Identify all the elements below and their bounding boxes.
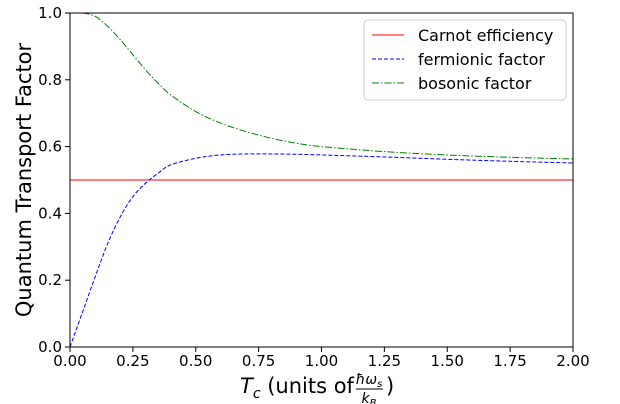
y-tick-label: 0.8 bbox=[38, 71, 62, 89]
legend: Carnot efficiency fermionic factor bosonic… bbox=[363, 19, 567, 101]
x-axis-frac-num-sub: s bbox=[377, 379, 382, 390]
y-tick-label: 0.6 bbox=[38, 138, 62, 156]
x-tick-label: 0.75 bbox=[242, 352, 275, 370]
x-axis-frac-den-sub: B bbox=[370, 398, 377, 404]
x-tick-label: 1.25 bbox=[368, 352, 401, 370]
x-tick-label: 0.25 bbox=[116, 352, 149, 370]
y-axis-ticks: 0.0 0.2 0.4 0.6 0.8 1.0 bbox=[38, 4, 70, 356]
legend-entry-label: Carnot efficiency bbox=[418, 26, 553, 45]
x-tick-label: 0.50 bbox=[179, 352, 212, 370]
y-tick-label: 1.0 bbox=[38, 4, 62, 22]
x-axis-frac-den-main: k bbox=[362, 391, 371, 404]
x-axis-label-sub: c bbox=[253, 386, 261, 402]
x-axis-label: Tc (units of ħωs kB ) bbox=[240, 372, 394, 404]
y-tick-label: 0.2 bbox=[38, 271, 62, 289]
y-axis-label: Quantum Transport Factor bbox=[12, 43, 36, 318]
x-axis-frac-num-main: ħω bbox=[356, 372, 378, 388]
svg-text:kB: kB bbox=[362, 391, 377, 404]
x-axis-label-close: ) bbox=[386, 374, 394, 398]
x-tick-label: 1.50 bbox=[431, 352, 464, 370]
y-tick-label: 0.0 bbox=[38, 338, 62, 356]
y-tick-label: 0.4 bbox=[38, 204, 62, 222]
series-line-2 bbox=[70, 13, 573, 160]
legend-entry-label: bosonic factor bbox=[418, 74, 532, 93]
svg-text:ħωs: ħωs bbox=[356, 372, 383, 390]
x-tick-label: 1.75 bbox=[493, 352, 526, 370]
x-tick-label: 0.00 bbox=[53, 352, 86, 370]
x-axis-ticks: 0.00 0.25 0.50 0.75 1.00 1.25 1.50 1.75 2.00 bbox=[53, 347, 590, 370]
x-tick-label: 1.00 bbox=[305, 352, 338, 370]
legend-entry-label: fermionic factor bbox=[418, 50, 545, 69]
series-layer bbox=[70, 13, 573, 347]
series-line-1 bbox=[70, 153, 573, 347]
x-axis-label-text: (units of bbox=[261, 374, 361, 398]
x-tick-label: 2.00 bbox=[556, 352, 589, 370]
legend-box bbox=[363, 19, 567, 101]
x-axis-label-main: T bbox=[240, 374, 255, 398]
svg-text:Tc (units of: Tc (units of bbox=[240, 374, 361, 402]
